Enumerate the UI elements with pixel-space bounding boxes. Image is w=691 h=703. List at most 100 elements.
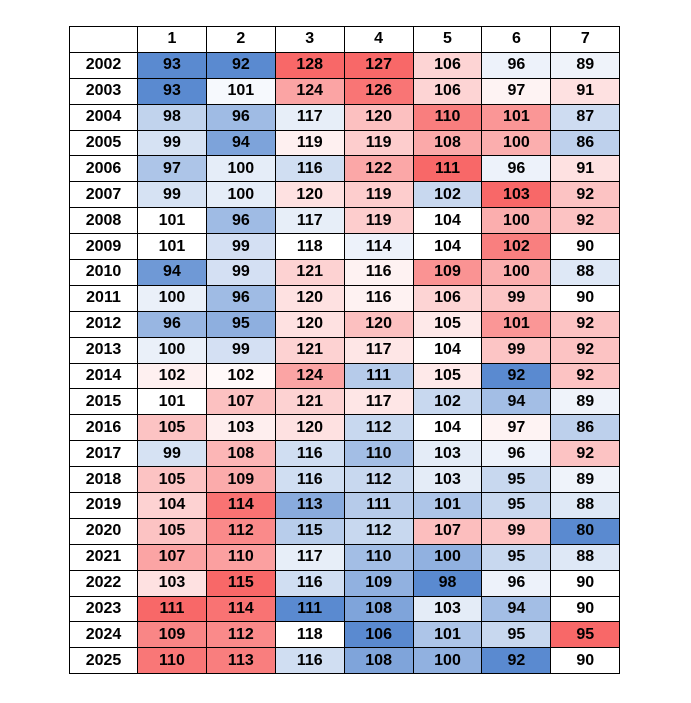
heatmap-cell: 120 [274, 181, 345, 209]
heatmap-cell: 100 [481, 207, 552, 235]
heatmap-cell: 121 [274, 336, 345, 364]
row-header: 2019 [69, 492, 138, 519]
heatmap-body: 2002 93 92 128 127 106 96 89 2003 93 101 124 126 106 9… [69, 51, 621, 675]
heatmap-cell: 105 [137, 414, 207, 442]
heatmap-cell: 92 [550, 181, 621, 209]
heatmap-cell: 96 [205, 103, 276, 131]
heatmap-cell: 100 [137, 284, 207, 312]
heatmap-cell: 120 [274, 310, 345, 338]
heatmap-cell: 99 [137, 181, 207, 209]
heatmap-cell: 100 [481, 259, 552, 286]
table-row: 2015 101 107 121 117 102 94 89 [69, 388, 621, 416]
heatmap-cell: 104 [412, 207, 483, 235]
heatmap-cell: 99 [205, 259, 276, 286]
heatmap-cell: 90 [550, 595, 621, 623]
heatmap-cell: 94 [205, 129, 276, 157]
heatmap-cell: 121 [274, 259, 345, 286]
row-header: 2023 [69, 595, 138, 623]
table-row: 2025 110 113 116 108 100 92 90 [69, 647, 621, 675]
row-header: 2003 [69, 77, 138, 105]
row-header: 2025 [69, 647, 138, 675]
heatmap-cell: 100 [481, 129, 552, 157]
heatmap-cell: 113 [274, 492, 345, 519]
table-row: 2002 93 92 128 127 106 96 89 [69, 51, 621, 79]
table-row: 2007 99 100 120 119 102 103 92 [69, 181, 621, 209]
heatmap-cell: 96 [481, 51, 552, 79]
heatmap-cell: 92 [550, 207, 621, 235]
heatmap-cell: 102 [412, 181, 483, 209]
column-header: 1 [137, 26, 207, 53]
heatmap-cell: 122 [343, 155, 414, 183]
heatmap-cell: 116 [274, 569, 345, 597]
heatmap-cell: 99 [481, 336, 552, 364]
heatmap-cell: 99 [137, 440, 207, 468]
heatmap-cell: 92 [550, 336, 621, 364]
heatmap-cell: 105 [137, 517, 207, 545]
heatmap-cell: 128 [274, 51, 345, 79]
heatmap-cell: 119 [274, 129, 345, 157]
heatmap-cell: 91 [550, 77, 621, 105]
heatmap-cell: 101 [137, 388, 207, 416]
heatmap-cell: 112 [343, 414, 414, 442]
heatmap-cell: 120 [274, 414, 345, 442]
table-row: 2020 105 112 115 112 107 99 80 [69, 517, 621, 545]
heatmap-cell: 92 [550, 440, 621, 468]
table-row: 2008 101 96 117 119 104 100 92 [69, 207, 621, 235]
heatmap-cell: 96 [205, 284, 276, 312]
heatmap-cell: 104 [412, 414, 483, 442]
heatmap-cell: 120 [343, 103, 414, 131]
heatmap-cell: 95 [205, 310, 276, 338]
table-row: 2005 99 94 119 119 108 100 86 [69, 129, 621, 157]
table-row: 2024 109 112 118 106 101 95 95 [69, 621, 621, 649]
table-row: 2022 103 115 116 109 98 96 90 [69, 569, 621, 597]
heatmap-cell: 103 [137, 569, 207, 597]
heatmap-cell: 100 [412, 543, 483, 571]
heatmap-cell: 106 [343, 621, 414, 649]
heatmap-cell: 102 [412, 388, 483, 416]
heatmap-cell: 116 [274, 466, 345, 494]
heatmap-cell: 99 [205, 336, 276, 364]
heatmap-cell: 101 [412, 492, 483, 519]
table-row: 2013 100 99 121 117 104 99 92 [69, 336, 621, 364]
heatmap-cell: 100 [205, 155, 276, 183]
heatmap-cell: 101 [137, 233, 207, 261]
heatmap-cell: 100 [137, 336, 207, 364]
row-header: 2004 [69, 103, 138, 131]
heatmap-cell: 102 [481, 233, 552, 261]
heatmap-cell: 120 [274, 284, 345, 312]
heatmap-cell: 101 [137, 207, 207, 235]
heatmap-cell: 96 [137, 310, 207, 338]
heatmap-cell: 127 [343, 51, 414, 79]
table-row: 2009 101 99 118 114 104 102 90 [69, 233, 621, 261]
heatmap-cell: 97 [481, 414, 552, 442]
heatmap-cell: 108 [343, 647, 414, 675]
heatmap-cell: 112 [343, 466, 414, 494]
table-row: 2021 107 110 117 110 100 95 88 [69, 543, 621, 571]
heatmap-cell: 98 [137, 103, 207, 131]
table-row: 2023 111 114 111 108 103 94 90 [69, 595, 621, 623]
heatmap-cell: 108 [412, 129, 483, 157]
heatmap-cell: 92 [481, 647, 552, 675]
table-row: 2018 105 109 116 112 103 95 89 [69, 466, 621, 494]
heatmap-cell: 86 [550, 414, 621, 442]
heatmap-cell: 103 [412, 466, 483, 494]
heatmap-cell: 108 [205, 440, 276, 468]
heatmap-cell: 124 [274, 77, 345, 105]
heatmap-cell: 103 [205, 414, 276, 442]
heatmap-cell: 121 [274, 388, 345, 416]
heatmap-cell: 126 [343, 77, 414, 105]
heatmap-cell: 88 [550, 492, 621, 519]
heatmap-cell: 107 [412, 517, 483, 545]
table-row: 2006 97 100 116 122 111 96 91 [69, 155, 621, 183]
row-header: 2010 [69, 259, 138, 286]
heatmap-cell: 99 [205, 233, 276, 261]
heatmap-cell: 97 [481, 77, 552, 105]
table-row: 2016 105 103 120 112 104 97 86 [69, 414, 621, 442]
heatmap-cell: 92 [550, 310, 621, 338]
heatmap-cell: 99 [481, 517, 552, 545]
heatmap-cell: 119 [343, 207, 414, 235]
heatmap-cell: 112 [343, 517, 414, 545]
heatmap-cell: 113 [205, 647, 276, 675]
